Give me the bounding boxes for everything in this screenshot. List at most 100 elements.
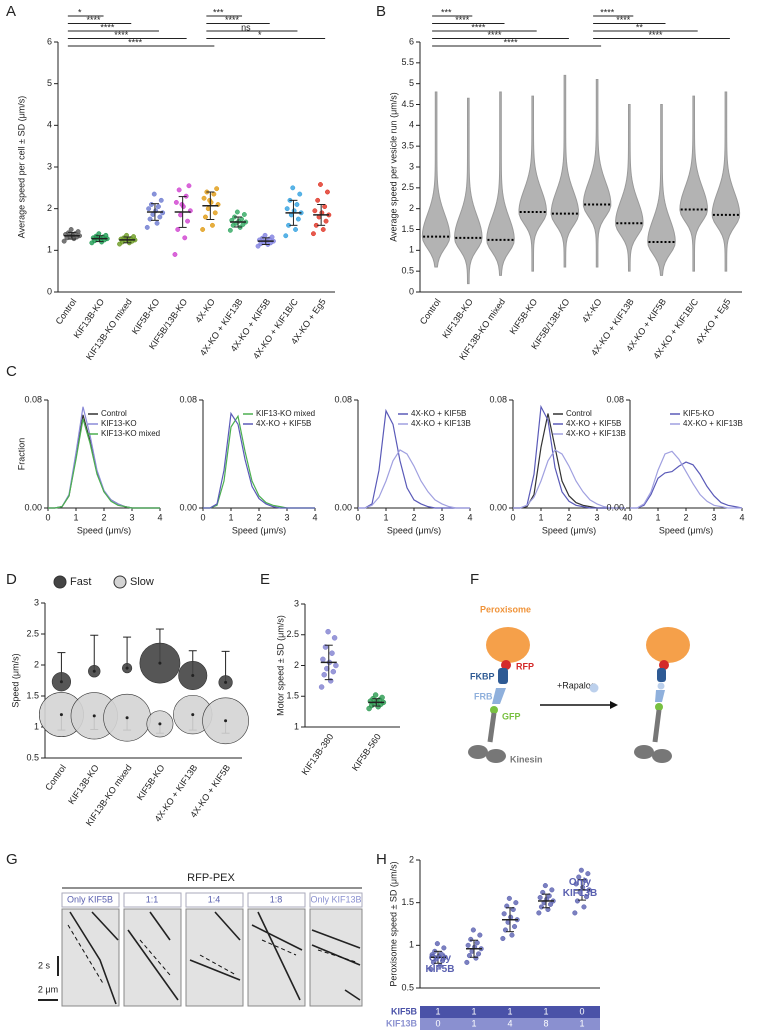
kinesin-head — [652, 749, 672, 763]
data-point — [574, 898, 581, 904]
x-axis-label: Speed (μm/s) — [77, 525, 131, 535]
annotation: Only KIF13B — [563, 877, 597, 899]
guide — [67, 924, 105, 986]
distribution — [582, 79, 612, 268]
data-point — [502, 927, 509, 933]
data-point — [379, 694, 385, 701]
data-point — [290, 185, 296, 191]
tab — [309, 892, 363, 908]
y-tick-label: 0.00 — [179, 502, 197, 512]
rfp-shape — [659, 660, 669, 670]
data-point — [330, 668, 337, 675]
data-point — [318, 182, 323, 187]
data-point — [175, 227, 181, 232]
y-tick-label: 0.08 — [334, 394, 352, 404]
kinesin-head — [468, 745, 488, 759]
kinesin-head — [486, 749, 506, 763]
tab-label: Only KIF5B — [67, 894, 113, 904]
series-line — [203, 411, 315, 509]
kymograph-images — [61, 908, 363, 1007]
significance-label: **** — [600, 7, 615, 17]
track — [257, 911, 301, 1001]
data-point — [468, 936, 474, 942]
center-dot — [158, 661, 162, 665]
y-axis-label: Motor speed ± SD (μm/s) — [275, 615, 285, 716]
data-point — [214, 186, 220, 192]
data-point — [513, 900, 519, 906]
data-point — [470, 927, 476, 933]
track — [251, 924, 303, 951]
y-tick-label: 3 — [409, 161, 414, 171]
table-cell: 0 — [435, 1018, 440, 1028]
y-tick-label: 0.00 — [334, 502, 352, 512]
significance-label: ** — [636, 22, 644, 32]
legend-label: 4X-KO + KIF13B — [411, 419, 471, 428]
diagram: Peroxisome RFP FKBP FRB GFP Kinesin +Rap… — [468, 604, 690, 764]
x-tick-label: 0 — [45, 512, 50, 522]
x-tick-label: KIF13B-KO — [66, 763, 101, 806]
distribution — [711, 91, 741, 272]
table-cell: 8 — [543, 1018, 548, 1028]
data-point — [476, 951, 482, 957]
data-point — [504, 903, 510, 909]
peroxisome — [646, 627, 690, 663]
x-tick-label: 4 — [467, 512, 472, 522]
y-tick-label: 4 — [409, 120, 414, 130]
table-cell: 1 — [507, 1006, 512, 1016]
table-cell: 1 — [579, 1018, 584, 1028]
x-tick-label: 1 — [655, 512, 660, 522]
y-tick-label: 3 — [34, 597, 39, 607]
guide — [139, 939, 171, 976]
data-point — [331, 635, 338, 641]
panel-label: H — [376, 851, 387, 868]
data-point — [124, 232, 130, 238]
kymograph — [61, 908, 120, 1007]
x-tick-label: Control — [54, 297, 79, 327]
data-point — [131, 234, 137, 240]
significance-label: * — [258, 30, 262, 40]
track — [149, 911, 171, 941]
significance-label: **** — [504, 37, 519, 47]
table-row-label: KIF13B — [386, 1018, 418, 1028]
data-point — [154, 220, 160, 226]
x-tick-label: Control — [43, 763, 68, 793]
table-cell: 1 — [435, 1006, 440, 1016]
data-point — [466, 953, 473, 959]
peroxisome — [486, 627, 530, 663]
y-tick-label: 0.00 — [24, 502, 42, 512]
kinesin-stalk — [652, 709, 662, 743]
y-tick-label: 3.5 — [401, 141, 414, 151]
y-axis-label: Peroxisome speed ± SD (μm/s) — [388, 861, 398, 986]
data-point — [211, 191, 217, 197]
tab-label: 1:8 — [270, 894, 283, 904]
data-point — [573, 881, 579, 887]
y-tick-label: 3 — [294, 598, 299, 608]
y-axis-label: Average speed per vesicle run (μm/s) — [388, 92, 398, 242]
y-tick-label: 0.5 — [401, 982, 414, 992]
data-point — [508, 914, 514, 920]
y-tick-label: 2.5 — [286, 629, 299, 639]
series-line — [630, 450, 742, 509]
data-point — [464, 959, 470, 965]
x-tick-label: 0 — [355, 512, 360, 522]
data-point — [538, 904, 545, 910]
data-point — [68, 227, 74, 232]
x-tick-label: 2 — [411, 512, 416, 522]
diagram-label: RFP — [516, 661, 534, 671]
table-row — [420, 1006, 600, 1018]
tab-label: 1:1 — [146, 894, 159, 904]
series-line — [358, 408, 470, 509]
center-dot — [59, 713, 63, 717]
y-tick-label: 4 — [47, 120, 52, 130]
data-point — [578, 867, 584, 873]
center-dot — [59, 680, 63, 684]
significance-label: **** — [100, 22, 115, 32]
y-tick-label: 6 — [409, 36, 414, 46]
table-cell: 1 — [471, 1018, 476, 1028]
y-tick-label: 1 — [34, 721, 39, 731]
tab-label: Only KIF13B — [310, 894, 361, 904]
y-tick-label: 2 — [409, 203, 414, 213]
diagram-label: FKBP — [470, 671, 495, 681]
data-point — [293, 227, 298, 232]
